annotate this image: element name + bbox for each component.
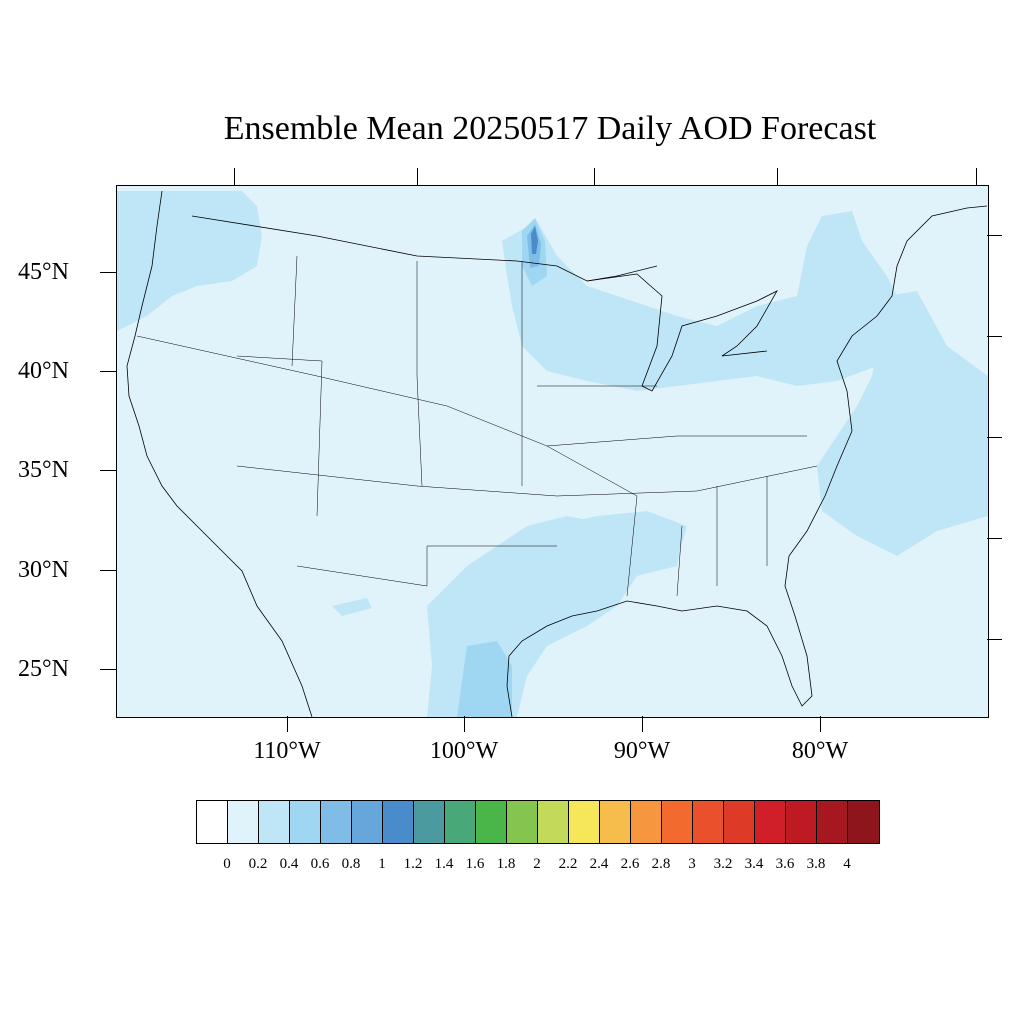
colorbar-label: 3.4 [744,856,764,872]
colorbar-swatch [507,801,538,843]
colorbar-swatch [755,801,786,843]
map-tick-top-5 [976,168,977,185]
colorbar-label: 1 [378,856,386,872]
aod-plume-core [531,226,538,254]
colorbar-swatch [538,801,569,843]
colorbar-swatch [693,801,724,843]
colorbar-label: 2.4 [589,856,609,872]
great-lakes [586,273,779,392]
map-tick-top-3 [594,168,595,185]
lat-label-25n: 25°N [18,656,69,682]
colorbar-swatch [662,801,693,843]
colorbar-swatch [414,801,445,843]
colorbar-swatch [786,801,817,843]
map-tick-bottom-80w [820,716,821,732]
colorbar-swatch [290,801,321,843]
lat-label-35n: 35°N [18,457,69,483]
colorbar-label: 3.8 [806,856,826,872]
lon-label-100w: 100°W [429,738,499,764]
colorbar-label: 0.8 [341,856,361,872]
aod-colorbar [196,800,880,844]
lat-label-40n: 40°N [18,358,69,384]
aod-region-upper-midwest [502,211,917,391]
colorbar-label: 0.4 [279,856,299,872]
state-borders [136,255,818,597]
colorbar-label: 3.6 [775,856,795,872]
colorbar-label: 1.8 [496,856,516,872]
map-tick-left-40 [100,371,116,372]
map-title: Ensemble Mean 20250517 Daily AOD Forecas… [223,110,877,147]
colorbar-swatch [848,801,879,843]
colorbar-swatch [259,801,290,843]
colorbar-swatch [321,801,352,843]
colorbar-label: 1.4 [434,856,454,872]
map-tick-right-5 [987,639,1002,640]
colorbar-label: 2 [533,856,541,872]
colorbar-label: 0.6 [310,856,330,872]
map-tick-right-1 [987,235,1002,236]
map-tick-right-2 [987,336,1002,337]
map-tick-left-30 [100,570,116,571]
west-coastline [126,190,313,717]
aod-region-atlantic [817,291,988,556]
map-tick-right-3 [987,437,1002,438]
aod-shading [117,191,988,717]
colorbar-label: 4 [843,856,851,872]
map-tick-bottom-100w [464,716,465,732]
aod-region-texas-coast [457,641,512,717]
lon-label-90w: 90°W [613,738,671,764]
lon-label-80w: 80°W [791,738,849,764]
map-tick-left-35 [100,470,116,471]
colorbar-swatch [383,801,414,843]
colorbar-swatch [631,801,662,843]
colorbar-swatch [197,801,228,843]
map-tick-top-1 [234,168,235,185]
colorbar-swatch [569,801,600,843]
colorbar-label: 1.6 [465,856,485,872]
colorbar-label: 2.8 [651,856,671,872]
colorbar-label: 3.2 [713,856,733,872]
colorbar-label: 0 [223,856,231,872]
colorbar-swatch [228,801,259,843]
lat-label-30n: 30°N [18,557,69,583]
colorbar-swatch [600,801,631,843]
lat-label-45n: 45°N [18,259,69,285]
gulf-coastline [506,205,988,717]
colorbar-label: 0.2 [248,856,268,872]
colorbar-swatch [352,801,383,843]
aod-map [116,185,989,718]
colorbar-label: 3 [688,856,696,872]
colorbar-swatch [445,801,476,843]
colorbar-swatch [476,801,507,843]
aod-region-small-patch [332,598,372,616]
aod-region-northwest [117,191,262,331]
map-tick-bottom-110w [287,716,288,732]
map-tick-top-4 [777,168,778,185]
colorbar-label: 2.2 [558,856,578,872]
map-tick-right-4 [987,538,1002,539]
map-tick-left-45 [100,272,116,273]
colorbar-swatch [817,801,848,843]
map-tick-left-25 [100,669,116,670]
colorbar-swatch [724,801,755,843]
lon-label-110w: 110°W [253,738,321,764]
map-tick-top-2 [417,168,418,185]
colorbar-label: 1.2 [403,856,423,872]
map-tick-bottom-90w [642,716,643,732]
aod-region-tennessee [552,511,687,571]
canada-border [191,215,658,282]
colorbar-label: 2.6 [620,856,640,872]
